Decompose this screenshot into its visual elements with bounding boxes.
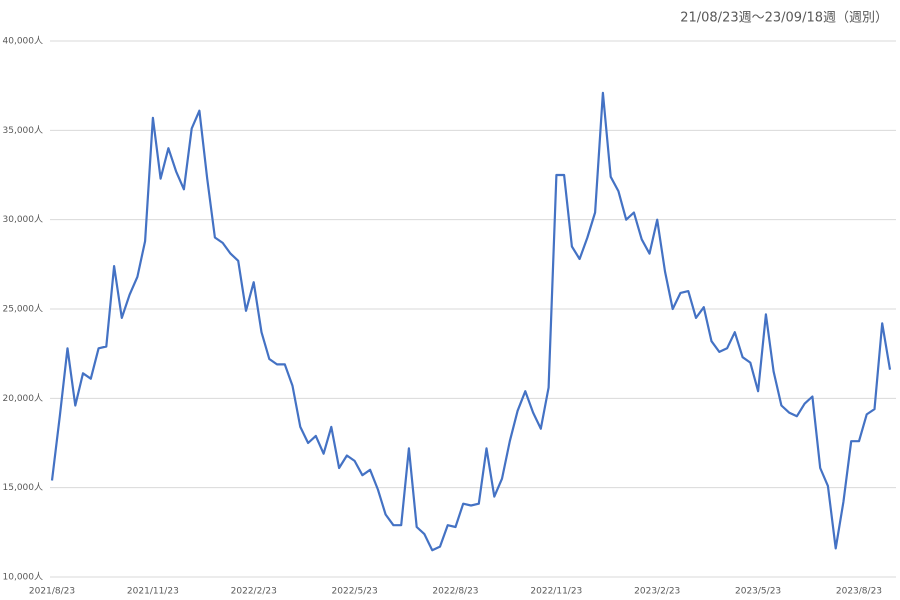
- y-tick-label: 40,000人: [3, 36, 44, 47]
- x-tick-label: 2021/11/23: [127, 587, 179, 597]
- x-tick-label: 2022/5/23: [332, 587, 378, 597]
- x-tick-label: 2022/2/23: [231, 587, 277, 597]
- x-tick-label: 2023/8/23: [836, 587, 882, 597]
- x-tick-label: 2023/2/23: [634, 587, 680, 597]
- y-tick-label: 15,000人: [3, 482, 44, 493]
- y-tick-label: 30,000人: [3, 214, 44, 225]
- x-tick-label: 2022/8/23: [432, 587, 478, 597]
- y-tick-label: 10,000人: [3, 572, 44, 583]
- x-tick-label: 2022/11/23: [530, 587, 582, 597]
- x-tick-label: 2023/5/23: [735, 587, 781, 597]
- y-tick-label: 35,000人: [3, 125, 44, 136]
- data-line: [50, 91, 892, 552]
- x-tick-label: 2021/8/23: [29, 587, 75, 597]
- y-tick-label: 20,000人: [3, 393, 44, 404]
- y-tick-label: 25,000人: [3, 304, 44, 315]
- chart-title: 21/08/23週～23/09/18週（週別）: [680, 11, 888, 26]
